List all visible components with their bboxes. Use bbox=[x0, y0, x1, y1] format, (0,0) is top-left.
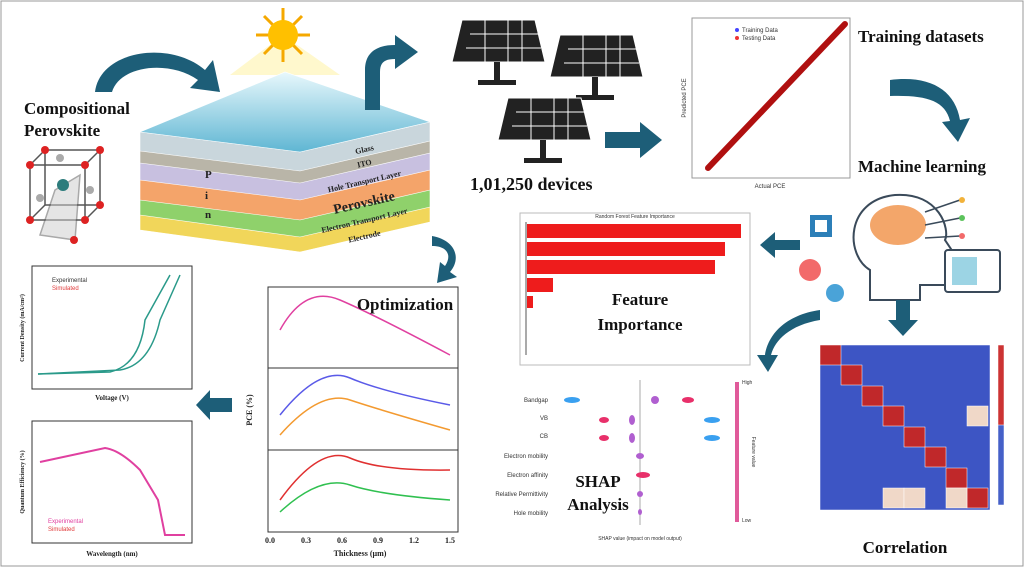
arrow bbox=[432, 236, 457, 283]
legend-text: Training Data bbox=[742, 28, 778, 34]
arrow bbox=[365, 35, 418, 110]
axis-label: PCE (%) bbox=[245, 394, 254, 426]
arrow bbox=[888, 300, 918, 336]
x-tick: 1.5 bbox=[445, 536, 455, 545]
legend-text: Experimental bbox=[52, 278, 87, 284]
legend-text: Simulated bbox=[52, 286, 79, 292]
pin-label: i bbox=[205, 190, 208, 202]
axis-label: SHAP value (impact on model output) bbox=[598, 536, 682, 542]
axis-label: Actual PCE bbox=[755, 184, 786, 190]
training-plot bbox=[691, 17, 851, 179]
axis-label: Thickness (µm) bbox=[334, 549, 387, 558]
shap-feature: VB bbox=[540, 416, 548, 422]
feature-importance-plot bbox=[519, 212, 751, 366]
axis-label: Voltage (V) bbox=[95, 394, 129, 402]
shap-feature: Bandgap bbox=[524, 398, 549, 404]
atoms bbox=[26, 146, 104, 244]
optimization-plot bbox=[267, 286, 459, 533]
x-tick: 0.9 bbox=[373, 536, 383, 545]
solar-panels bbox=[451, 19, 644, 163]
x-tick: 0.6 bbox=[337, 536, 347, 545]
sun bbox=[230, 8, 340, 75]
shap-feature: Electron affinity bbox=[507, 473, 548, 479]
axis-label: Wavelength (nm) bbox=[86, 550, 138, 558]
shap-feature: CB bbox=[540, 434, 548, 440]
arrow bbox=[196, 390, 232, 420]
section-title: Importance bbox=[598, 315, 683, 334]
section-title: Feature bbox=[612, 290, 669, 309]
shap-plot bbox=[564, 380, 739, 525]
axis-label: Predicted PCE bbox=[682, 78, 688, 117]
layer-label: ITO bbox=[356, 158, 372, 170]
shap-feature: Electron mobility bbox=[504, 454, 548, 460]
pin-label: n bbox=[205, 209, 211, 221]
colorbar-label: Low bbox=[742, 518, 752, 524]
arrow bbox=[760, 232, 800, 258]
ai-head-icon bbox=[799, 193, 1001, 302]
section-title: Optimization bbox=[357, 295, 454, 314]
block-title: Perovskite bbox=[24, 121, 101, 140]
legend-text: Experimental bbox=[48, 519, 83, 525]
axis-label: Quantum Efficiency (%) bbox=[19, 450, 26, 513]
layer-stack bbox=[138, 71, 432, 253]
legend-text: Simulated bbox=[48, 527, 75, 533]
shap-feature: Relative Permittivity bbox=[495, 492, 548, 498]
heatmap bbox=[819, 344, 1005, 511]
x-tick: 0.0 bbox=[265, 536, 275, 545]
shap-feature: Hole mobility bbox=[514, 511, 548, 517]
section-title: SHAP bbox=[575, 472, 620, 491]
eqe-plot bbox=[31, 420, 193, 544]
layer-label: Glass bbox=[354, 143, 374, 156]
colorbar-label: Feature value bbox=[750, 437, 756, 468]
pin-label: P bbox=[205, 169, 212, 181]
section-title: Training datasets bbox=[858, 27, 984, 46]
arrow bbox=[757, 310, 820, 372]
legend-text: Testing Data bbox=[742, 36, 776, 42]
arrow bbox=[890, 79, 970, 142]
section-title: Machine learning bbox=[858, 157, 986, 176]
jv-plot bbox=[31, 265, 193, 390]
devices-label: 1,01,250 devices bbox=[470, 174, 592, 194]
arrow bbox=[605, 122, 662, 158]
x-tick: 0.3 bbox=[301, 536, 311, 545]
section-title: Analysis bbox=[567, 495, 629, 514]
section-title: Correlation bbox=[863, 538, 948, 557]
chart-title: Random Forest Feature Importance bbox=[595, 214, 675, 220]
arrow bbox=[95, 52, 220, 92]
colorbar-label: High bbox=[742, 380, 753, 386]
axis-label: Current Density (mA/cm²) bbox=[19, 294, 26, 362]
x-tick: 1.2 bbox=[409, 536, 419, 545]
block-title: Compositional bbox=[24, 99, 130, 118]
